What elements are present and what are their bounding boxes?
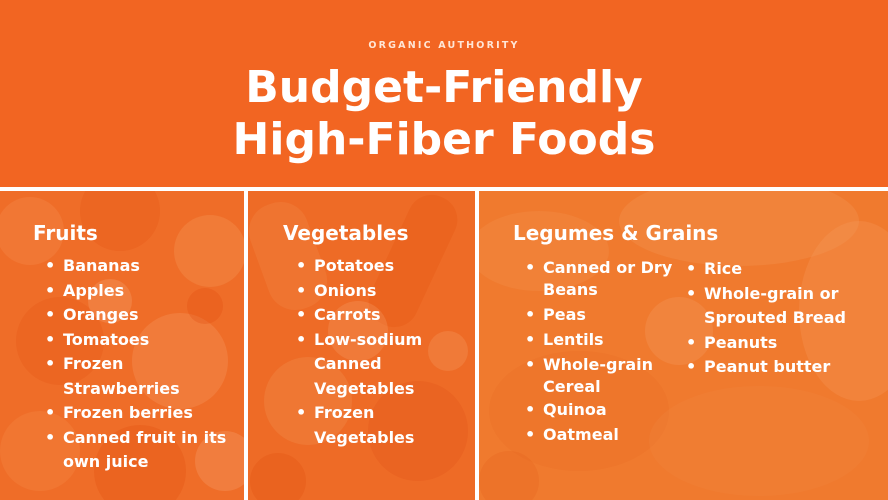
legumes-list-right: Rice Whole-grain or Sprouted Bread Peanu… bbox=[684, 257, 884, 380]
fruits-title: Fruits bbox=[33, 221, 98, 245]
list-item: Whole-grain Cereal bbox=[523, 354, 683, 398]
list-item: Rice bbox=[684, 257, 884, 282]
title-line-1: Budget-Friendly bbox=[245, 62, 643, 113]
list-item: Tomatoes bbox=[43, 328, 233, 353]
food-panels: Fruits Bananas Apples Oranges Tomatoes F… bbox=[0, 187, 888, 500]
fruits-list: Bananas Apples Oranges Tomatoes Frozen S… bbox=[43, 254, 233, 475]
list-item: Quinoa bbox=[523, 399, 683, 421]
legumes-title: Legumes & Grains bbox=[513, 221, 719, 245]
vegetables-title: Vegetables bbox=[283, 221, 409, 245]
list-item: Peanut butter bbox=[684, 355, 884, 380]
brand-name: ORGANIC AUTHORITY bbox=[368, 40, 520, 51]
list-item: Peas bbox=[523, 304, 683, 326]
list-item: Onions bbox=[294, 279, 469, 304]
list-item: Apples bbox=[43, 279, 233, 304]
fruits-panel: Fruits Bananas Apples Oranges Tomatoes F… bbox=[0, 191, 244, 500]
list-item: Oranges bbox=[43, 303, 233, 328]
legumes-list-left: Canned or Dry Beans Peas Lentils Whole-g… bbox=[523, 257, 683, 446]
list-item: Frozen Strawberries bbox=[43, 352, 233, 401]
list-item: Carrots bbox=[294, 303, 469, 328]
list-item: Canned or Dry Beans bbox=[523, 257, 683, 301]
list-item: Peanuts bbox=[684, 331, 884, 356]
legumes-grains-panel: Legumes & Grains Canned or Dry Beans Pea… bbox=[479, 191, 888, 500]
list-item: Bananas bbox=[43, 254, 233, 279]
header-banner: ORGANIC AUTHORITY Budget-Friendly High-F… bbox=[0, 0, 888, 187]
list-item: Lentils bbox=[523, 329, 683, 351]
title-line-2: High-Fiber Foods bbox=[232, 114, 656, 165]
list-item: Oatmeal bbox=[523, 424, 683, 446]
page-title: Budget-Friendly High-Fiber Foods bbox=[0, 62, 888, 166]
list-item: Canned fruit in its own juice bbox=[43, 426, 233, 475]
list-item: Low-sodium Canned Vegetables bbox=[294, 328, 469, 402]
vegetables-panel: Vegetables Potatoes Onions Carrots Low-s… bbox=[248, 191, 475, 500]
list-item: Potatoes bbox=[294, 254, 469, 279]
list-item: Frozen Vegetables bbox=[294, 401, 469, 450]
list-item: Whole-grain or Sprouted Bread bbox=[684, 282, 884, 331]
vegetables-list: Potatoes Onions Carrots Low-sodium Canne… bbox=[294, 254, 469, 450]
list-item: Frozen berries bbox=[43, 401, 233, 426]
